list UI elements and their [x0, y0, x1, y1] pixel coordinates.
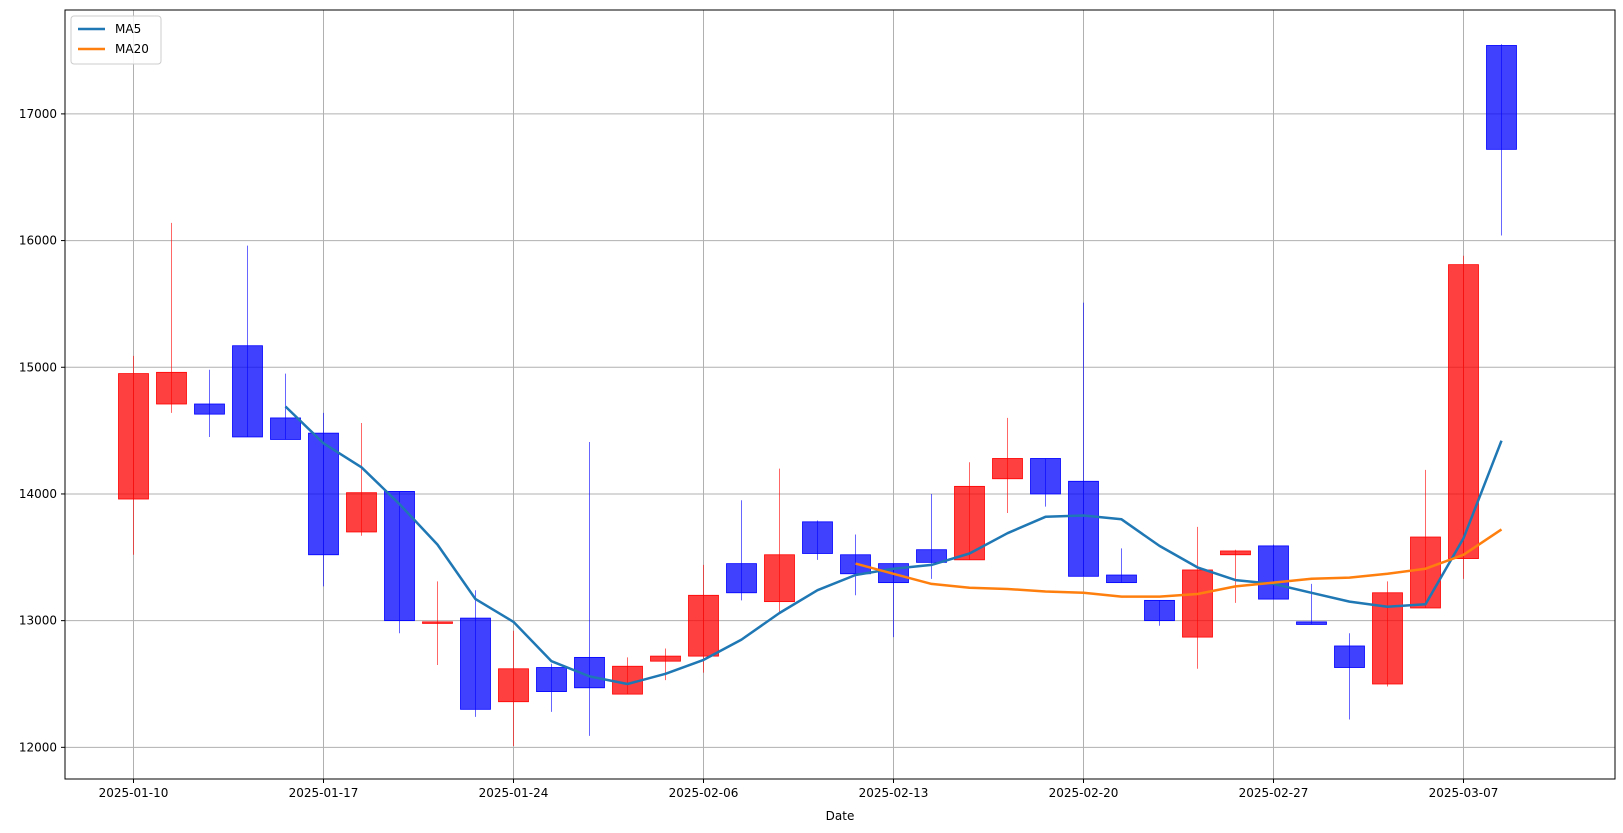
candle-body-up — [118, 373, 149, 500]
x-tick-label: 2025-01-24 — [479, 786, 549, 800]
x-tick-label: 2025-02-06 — [669, 786, 739, 800]
candle-body-up — [346, 492, 377, 533]
y-tick-label: 15000 — [19, 360, 57, 374]
candle-body-down — [536, 667, 567, 692]
y-tick-label: 17000 — [19, 107, 57, 121]
candle-body-down — [802, 521, 833, 554]
candle-body-up — [1410, 536, 1441, 609]
candle-body-down — [1486, 45, 1517, 150]
legend-label-ma20: MA20 — [115, 42, 149, 56]
x-tick-label: 2025-01-17 — [289, 786, 359, 800]
candle-body-up — [498, 668, 529, 703]
series-line-ma5 — [284, 405, 1503, 686]
candle-body-down — [1258, 545, 1289, 600]
candle-body-up — [1372, 592, 1403, 685]
candle-body-up — [1220, 550, 1251, 556]
candle-body-up — [992, 458, 1023, 480]
candle-body-down — [1030, 458, 1061, 495]
y-tick-label: 12000 — [19, 740, 57, 754]
candle-body-up — [156, 371, 187, 405]
y-tick-label: 13000 — [19, 614, 57, 628]
x-tick-label: 2025-02-13 — [859, 786, 929, 800]
candle-body-down — [308, 432, 339, 556]
legend-label-ma5: MA5 — [115, 22, 141, 36]
x-axis-ticks: 2025-01-10 2025-01-17 2025-01-24 2025-02-06… — [99, 779, 1499, 800]
candle-body-up — [1182, 569, 1213, 638]
y-axis-ticks: 12000 13000 14000 15000 16000 17000 — [19, 107, 65, 754]
y-tick-label: 14000 — [19, 487, 57, 501]
candle-body-down — [270, 417, 301, 440]
candle-body-down — [1296, 621, 1327, 625]
candle-body-down — [916, 549, 947, 563]
candle-body-down — [194, 403, 225, 415]
candle-body-down — [726, 563, 757, 594]
candle-body-down — [1144, 599, 1175, 622]
x-tick-label: 2025-02-27 — [1239, 786, 1309, 800]
candles — [118, 44, 1517, 747]
x-tick-label: 2025-01-10 — [99, 786, 169, 800]
candle-body-down — [460, 617, 491, 710]
candle-body-up — [688, 594, 719, 657]
candle-body-up — [764, 554, 795, 603]
candle-body-down — [232, 345, 263, 438]
series-line-ma20 — [855, 528, 1503, 598]
moving-average-lines — [284, 405, 1503, 686]
legend: MA5 MA20 — [70, 15, 162, 65]
x-axis-label: Date — [826, 809, 855, 823]
candle-body-up — [650, 655, 681, 662]
candle-body-down — [1106, 574, 1137, 584]
x-tick-label: 2025-03-07 — [1429, 786, 1499, 800]
candle-body-down — [1068, 480, 1099, 577]
candle-body-down — [1334, 645, 1365, 668]
y-tick-label: 16000 — [19, 234, 57, 248]
candle-body-up — [422, 621, 453, 624]
candle-body-down — [384, 491, 415, 622]
plot-frame — [64, 9, 1616, 780]
candle-body-up — [1448, 264, 1479, 559]
x-tick-label: 2025-02-20 — [1049, 786, 1119, 800]
